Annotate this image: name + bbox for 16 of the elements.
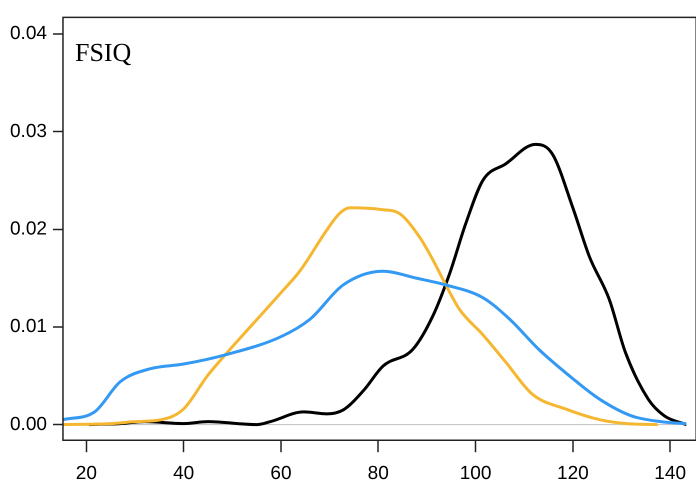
x-tick-label: 100: [460, 462, 492, 484]
line-series: [62, 206, 658, 426]
x-tick-label: 40: [173, 462, 194, 484]
x-tick-label: 140: [654, 462, 686, 484]
x-tick-label: 120: [556, 462, 589, 484]
x-tick-label: 60: [270, 462, 292, 484]
annotation: FSIQ: [74, 38, 132, 68]
x-tick-label: 80: [368, 462, 389, 484]
y-tick-label: 0.02: [10, 218, 47, 240]
y-tick-label: 0.03: [10, 120, 47, 142]
x-tick-label: 20: [76, 462, 97, 484]
line-series: [88, 142, 686, 426]
line-series: [62, 270, 686, 426]
y-tick-label: 0.04: [10, 23, 48, 44]
y-tick-label: 0.01: [10, 316, 47, 338]
y-tick-label: 0.00: [10, 414, 47, 435]
